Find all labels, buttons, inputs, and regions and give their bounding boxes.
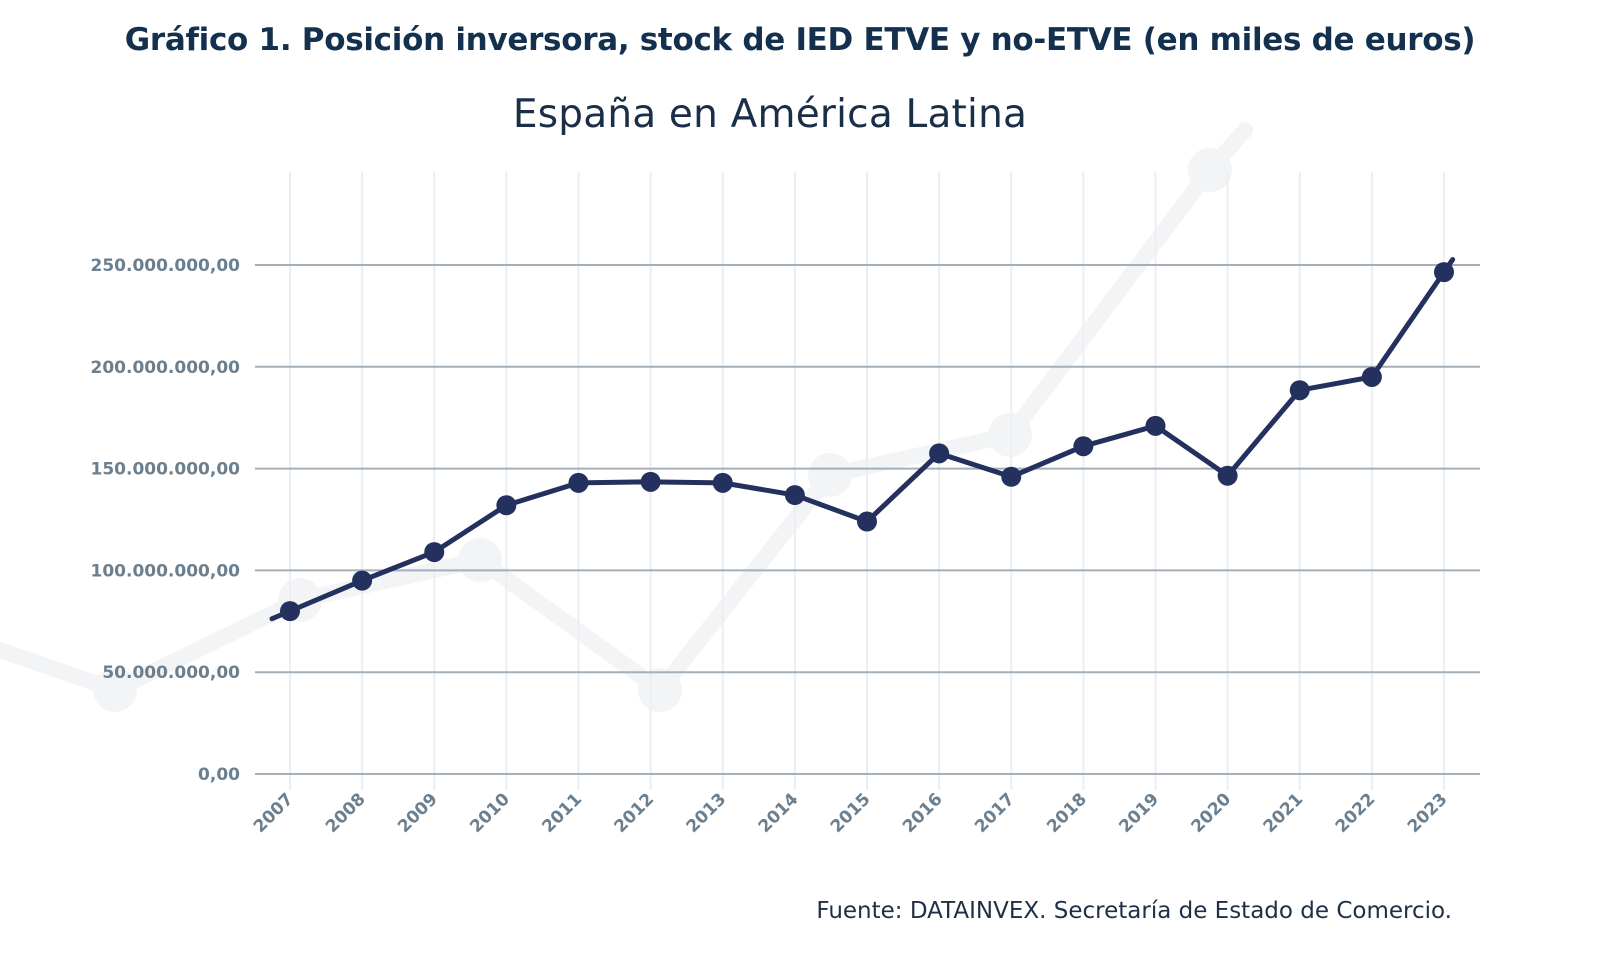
watermark-dot	[988, 413, 1032, 457]
chart-title: Gráfico 1. Posición inversora, stock de …	[124, 22, 1476, 58]
data-point	[929, 443, 950, 464]
watermark-dot	[808, 453, 852, 497]
data-point	[1289, 380, 1310, 401]
data-point	[1145, 415, 1166, 436]
data-point	[1073, 436, 1094, 457]
data-point	[1361, 366, 1382, 387]
x-tick-label: 2013	[683, 789, 731, 837]
watermark-dot	[93, 668, 137, 712]
data-point	[496, 495, 517, 516]
horizontal-gridlines	[255, 264, 1480, 775]
data-point	[712, 472, 733, 493]
x-tick-label: 2023	[1404, 789, 1452, 837]
watermark-line	[0, 122, 1253, 698]
x-tick-label: 2020	[1188, 789, 1236, 837]
data-point	[1434, 262, 1454, 283]
data-point	[568, 472, 589, 493]
y-tick-label: 100.000.000,00	[91, 561, 241, 581]
y-tick-label: 50.000.000,00	[102, 663, 240, 683]
x-tick-label: 2022	[1332, 789, 1380, 837]
y-tick-label: 150.000.000,00	[91, 460, 241, 480]
data-point	[352, 570, 373, 591]
watermark-dot	[638, 668, 682, 712]
data-point	[1001, 466, 1022, 487]
x-tick-label: 2018	[1043, 789, 1091, 837]
x-tick-label: 2007	[250, 789, 298, 837]
x-tick-label: 2010	[466, 789, 514, 837]
data-point	[857, 511, 877, 532]
x-tick-label: 2015	[827, 789, 875, 837]
chart-subtitle: España en América Latina	[512, 92, 1028, 137]
x-tick-label: 2021	[1260, 789, 1308, 837]
x-tick-label: 2019	[1115, 789, 1163, 837]
data-point	[784, 485, 805, 506]
x-axis-tick-labels: 2007 2008 2009 2010 2011 2012 2013 2014 2015 2016…	[250, 789, 1452, 837]
data-point	[280, 601, 300, 622]
x-tick-label: 2012	[611, 789, 659, 837]
x-tick-label: 2016	[899, 789, 947, 837]
y-axis-tick-labels: 0,00 50.000.000,00 100.000.000,00 150.000.0…	[91, 256, 241, 785]
data-point	[424, 542, 445, 563]
watermark-dot	[458, 538, 502, 582]
source-note: Fuente: DATAINVEX. Secretaría de Estado …	[816, 898, 1452, 924]
x-tick-label: 2008	[322, 789, 370, 837]
data-point	[1217, 465, 1238, 486]
x-tick-label: 2011	[538, 789, 586, 837]
x-tick-label: 2017	[971, 789, 1019, 837]
watermark-dot	[1188, 148, 1232, 192]
data-point	[640, 471, 661, 492]
data-series	[269, 257, 1456, 622]
background-watermark	[0, 122, 1253, 712]
y-tick-label: 250.000.000,00	[91, 256, 241, 276]
x-tick-label: 2014	[755, 789, 803, 837]
y-tick-label: 0,00	[198, 765, 240, 785]
y-tick-label: 200.000.000,00	[91, 358, 241, 378]
x-tick-label: 2009	[394, 789, 442, 837]
